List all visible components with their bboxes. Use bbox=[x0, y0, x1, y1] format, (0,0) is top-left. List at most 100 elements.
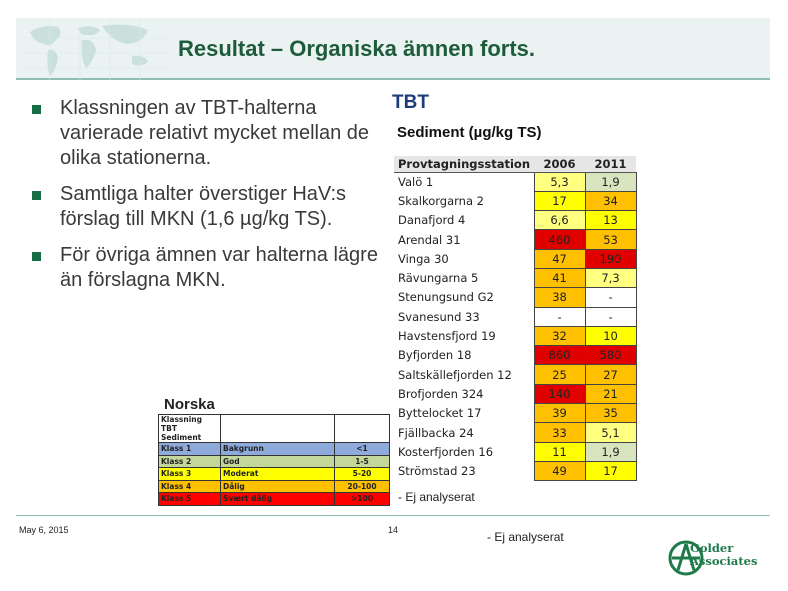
footer-divider bbox=[16, 515, 770, 516]
column-header-2006: 2006 bbox=[534, 156, 586, 173]
value-2011: 53 bbox=[584, 229, 637, 250]
page-number: 14 bbox=[388, 525, 399, 535]
bullet-square-icon bbox=[32, 105, 41, 114]
value-2006: 5,3 bbox=[533, 171, 586, 192]
value-2011: - bbox=[584, 287, 637, 308]
table-header-row: Provtagningsstation 2006 2011 bbox=[394, 156, 637, 173]
value-2011: 35 bbox=[584, 403, 637, 424]
norska-class-row: Klass 3 Moderat 5-20 bbox=[158, 467, 390, 481]
norska-class-row: Klass 2 God 1-5 bbox=[158, 454, 390, 468]
value-2006: 140 bbox=[533, 383, 586, 405]
value-2011: 27 bbox=[584, 364, 637, 385]
station-name: Brofjorden 324 bbox=[398, 386, 484, 401]
value-2011: 1,9 bbox=[584, 171, 637, 192]
norska-heading: Norska bbox=[164, 396, 215, 413]
sediment-heading: Sediment (µg/kg TS) bbox=[397, 124, 542, 141]
norska-klass: Klass 4 bbox=[158, 479, 221, 493]
value-2006: 33 bbox=[533, 422, 586, 443]
table-row: Havstensfjord 19 32 10 bbox=[394, 325, 637, 347]
norska-name: Bakgrunn bbox=[220, 442, 335, 456]
value-2006: 38 bbox=[533, 287, 586, 308]
table-row: Kosterfjorden 16 11 1,9 bbox=[394, 441, 637, 462]
bullet-square-icon bbox=[32, 191, 41, 200]
value-2006: - bbox=[533, 306, 586, 327]
station-name: Svanesund 33 bbox=[398, 309, 480, 324]
norska-class-row: Klass 1 Bakgrunn <1 bbox=[158, 442, 390, 456]
norska-range: <1 bbox=[334, 442, 390, 456]
station-name: Strömstad 23 bbox=[398, 464, 476, 479]
norska-klass: Klass 2 bbox=[158, 454, 221, 468]
value-2011: 10 bbox=[584, 325, 637, 347]
norska-name: Dålig bbox=[220, 479, 335, 493]
footer-date: May 6, 2015 bbox=[19, 525, 69, 535]
table-row: Byfjorden 18 860 580 bbox=[394, 345, 637, 366]
station-name: Arendal 31 bbox=[398, 232, 461, 247]
station-name: Fjällbacka 24 bbox=[398, 425, 474, 440]
bullet-item: För övriga ämnen var halterna lägre än f… bbox=[30, 243, 380, 293]
not-analysed-note: - Ej analyserat bbox=[398, 490, 475, 504]
table-row: Brofjorden 324 140 21 bbox=[394, 383, 637, 405]
norska-name: Moderat bbox=[220, 467, 335, 481]
golder-logo-text: Golder Associates bbox=[690, 541, 758, 568]
value-2006: 41 bbox=[533, 267, 586, 289]
station-name: Saltskällefjorden 12 bbox=[398, 367, 512, 382]
table-row: Valö 1 5,3 1,9 bbox=[394, 171, 637, 192]
norska-class-row: Klass 4 Dålig 20-100 bbox=[158, 479, 390, 493]
value-2011: 21 bbox=[584, 383, 637, 405]
value-2006: 17 bbox=[533, 190, 586, 212]
bullet-square-icon bbox=[32, 252, 41, 261]
value-2006: 39 bbox=[533, 403, 586, 424]
norska-range: >100 bbox=[334, 492, 390, 506]
footer-not-analysed-note: - Ej analyserat bbox=[487, 530, 564, 544]
station-name: Stenungsund G2 bbox=[398, 290, 494, 305]
value-2011: - bbox=[584, 306, 637, 327]
value-2011: 580 bbox=[584, 345, 637, 366]
norska-header-row: Klassning TBT Sediment bbox=[158, 414, 390, 443]
norska-class-table: Klassning TBT Sediment Klass 1 Bakgrunn <1 K… bbox=[158, 414, 390, 506]
value-2006: 25 bbox=[533, 364, 586, 385]
value-2006: 32 bbox=[533, 325, 586, 347]
norska-range: 20-100 bbox=[334, 479, 390, 493]
tbt-results-table: Provtagningsstation 2006 2011 Valö 1 5,3 1… bbox=[394, 156, 637, 482]
station-name: Havstensfjord 19 bbox=[398, 329, 496, 344]
station-name: Kosterfjorden 16 bbox=[398, 444, 494, 459]
norska-class-row: Klass 5 Svært dålig >100 bbox=[158, 492, 390, 506]
station-name: Valö 1 bbox=[398, 174, 434, 189]
station-name: Vinga 30 bbox=[398, 251, 449, 266]
value-2011: 17 bbox=[584, 460, 637, 482]
table-row: Saltskällefjorden 12 25 27 bbox=[394, 364, 637, 385]
value-2011: 7,3 bbox=[584, 267, 637, 289]
table-row: Byttelocket 17 39 35 bbox=[394, 403, 637, 424]
value-2006: 6,6 bbox=[533, 210, 586, 231]
value-2006: 49 bbox=[533, 460, 586, 482]
value-2011: 34 bbox=[584, 190, 637, 212]
table-row: Strömstad 23 49 17 bbox=[394, 460, 637, 482]
world-map-icon bbox=[20, 18, 170, 80]
column-header-2011: 2011 bbox=[585, 156, 637, 173]
value-2006: 11 bbox=[533, 441, 586, 462]
value-2011: 13 bbox=[584, 210, 637, 231]
norska-name: Svært dålig bbox=[220, 492, 335, 506]
slide-title: Resultat – Organiska ämnen forts. bbox=[178, 36, 535, 61]
value-2006: 860 bbox=[533, 345, 586, 366]
table-row: Svanesund 33 - - bbox=[394, 306, 637, 327]
bullet-list: Klassningen av TBT-halterna varierade re… bbox=[30, 96, 380, 304]
norska-range: 5-20 bbox=[334, 467, 390, 481]
bullet-item: Samtliga halter överstiger HaV:s förslag… bbox=[30, 182, 380, 232]
norska-klass: Klass 1 bbox=[158, 442, 221, 456]
norska-name: God bbox=[220, 454, 335, 468]
table-row: Rävungarna 5 41 7,3 bbox=[394, 267, 637, 289]
table-row: Danafjord 4 6,6 13 bbox=[394, 210, 637, 231]
table-row: Arendal 31 460 53 bbox=[394, 229, 637, 250]
table-row: Skalkorgarna 2 17 34 bbox=[394, 190, 637, 212]
table-row: Vinga 30 47 190 bbox=[394, 248, 637, 269]
bullet-item: Klassningen av TBT-halterna varierade re… bbox=[30, 96, 380, 171]
norska-range: 1-5 bbox=[334, 454, 390, 468]
value-2011: 190 bbox=[584, 248, 637, 269]
value-2011: 5,1 bbox=[584, 422, 637, 443]
norska-klass: Klass 3 bbox=[158, 467, 221, 481]
tbt-heading: TBT bbox=[392, 92, 429, 113]
station-name: Rävungarna 5 bbox=[398, 271, 479, 286]
value-2006: 460 bbox=[533, 229, 586, 250]
station-name: Byttelocket 17 bbox=[398, 406, 482, 421]
